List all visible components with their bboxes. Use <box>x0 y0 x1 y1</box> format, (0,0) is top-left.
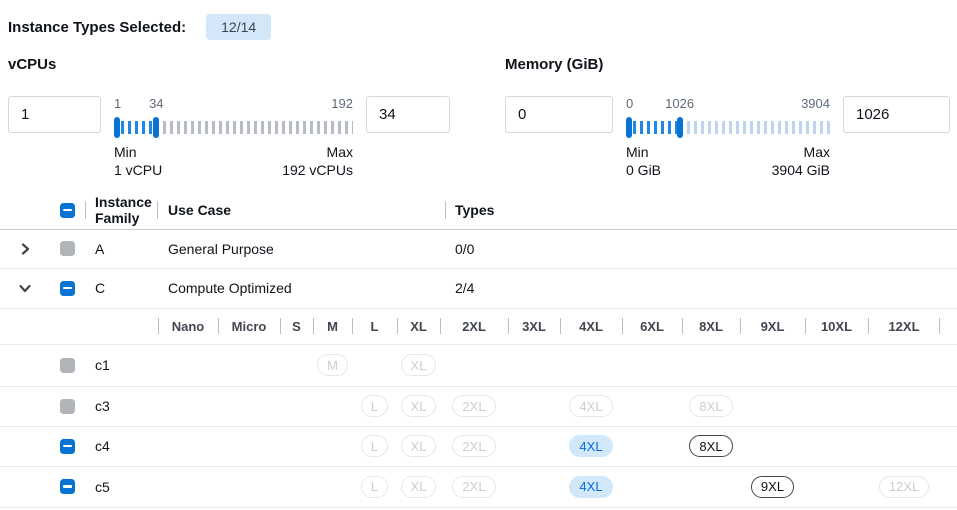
instance-type-name: c4 <box>95 438 110 455</box>
size-pill-12xl: 12XL <box>878 475 930 498</box>
size-pill-8xl: 8XL <box>689 395 733 418</box>
instance-type-name: c3 <box>95 398 110 415</box>
size-pill-xl: XL <box>400 395 437 418</box>
family-name: A <box>95 240 105 257</box>
size-pill-xl: XL <box>400 354 437 377</box>
memory-scale-end: 3904 <box>801 96 830 111</box>
size-column-2xl: 2XL <box>440 309 508 344</box>
size-pill-4xl-selected[interactable]: 4XL <box>569 475 613 498</box>
vcpus-scale-start: 1 <box>114 96 122 111</box>
family-types-count: 2/4 <box>455 280 475 297</box>
collapse-button[interactable] <box>0 280 49 296</box>
memory-min-input[interactable] <box>505 96 613 133</box>
vcpus-max-input[interactable] <box>366 96 450 133</box>
vcpus-min-caption: Min 1 vCPU <box>114 144 163 178</box>
vcpus-filter: vCPUs 1 34 192 Min 1 vCPU <box>8 56 450 180</box>
chevron-right-icon <box>21 243 29 255</box>
use-case-header: Use Case <box>157 192 445 229</box>
size-column-nano: Nano <box>158 309 218 344</box>
table-row-type-c3: c3 L XL 2XL 4XL 8XL <box>0 387 957 427</box>
size-column-l: L <box>352 309 397 344</box>
table-row-type-c1: c1 M XL <box>0 345 957 387</box>
size-pill-2xl: 2XL <box>452 435 496 458</box>
vcpus-min-handle[interactable] <box>114 117 120 138</box>
size-pill-xl: XL <box>400 475 437 498</box>
table-row-type-c4: c4 L XL 2XL 4XL 8XL <box>0 427 957 467</box>
table-row-type-c5: c5 L XL 2XL 4XL 9XL 12XL <box>0 467 957 508</box>
memory-scale-start: 0 <box>626 96 634 111</box>
memory-max-input[interactable] <box>843 96 950 133</box>
memory-scale-current: 1026 <box>665 96 695 111</box>
size-columns-header: Nano Micro S M L XL 2XL 3XL 4XL 6XL 8XL … <box>0 309 957 345</box>
select-all-checkbox[interactable] <box>59 202 75 218</box>
size-column-9xl: 9XL <box>740 309 805 344</box>
family-types-count: 0/0 <box>455 240 475 257</box>
size-column-s: S <box>280 309 313 344</box>
instance-types-table: Instance Family Use Case Types A General… <box>0 192 957 508</box>
memory-max-handle[interactable] <box>676 117 683 138</box>
instance-type-name: c1 <box>95 357 110 374</box>
selection-summary-label: Instance Types Selected: <box>8 18 187 36</box>
size-pill-xl: XL <box>400 435 437 458</box>
family-name: C <box>95 280 106 297</box>
memory-ticks-selected <box>626 121 680 134</box>
size-pill-8xl[interactable]: 8XL <box>689 435 733 458</box>
vcpus-scale-current: 34 <box>149 96 164 111</box>
size-pill-2xl: 2XL <box>452 395 496 418</box>
row-checkbox-disabled <box>59 357 75 373</box>
filters-section: vCPUs 1 34 192 Min 1 vCPU <box>0 56 957 180</box>
vcpus-max-handle[interactable] <box>153 117 160 138</box>
selection-summary: Instance Types Selected: 12/14 <box>0 0 957 40</box>
row-checkbox-disabled <box>59 241 75 257</box>
row-checkbox-disabled <box>59 398 75 414</box>
row-checkbox-indeterminate[interactable] <box>59 438 75 454</box>
vcpus-slider-track <box>114 117 353 138</box>
memory-range-slider: 0 1026 3904 Min 0 GiB Max <box>626 96 830 180</box>
instance-type-name: c5 <box>95 478 110 495</box>
size-column-8xl: 8XL <box>682 309 740 344</box>
size-column-xl: XL <box>397 309 440 344</box>
size-column-4xl: 4XL <box>560 309 622 344</box>
vcpus-min-input[interactable] <box>8 96 101 133</box>
types-header: Types <box>445 192 957 229</box>
selection-count-badge: 12/14 <box>206 14 272 40</box>
table-header-row: Instance Family Use Case Types <box>0 192 957 230</box>
size-pill-l: L <box>360 395 389 418</box>
size-pill-l: L <box>360 475 389 498</box>
expand-button[interactable] <box>0 241 49 257</box>
size-pill-2xl: 2XL <box>452 475 496 498</box>
vcpus-max-caption: Max 192 vCPUs <box>282 144 353 178</box>
memory-filter: Memory (GiB) 0 1026 3904 Min <box>505 56 950 180</box>
row-checkbox-indeterminate[interactable] <box>59 280 75 296</box>
memory-filter-title: Memory (GiB) <box>505 56 604 73</box>
vcpus-scale-end: 192 <box>331 96 353 111</box>
size-column-m: M <box>313 309 352 344</box>
size-pill-4xl: 4XL <box>569 395 613 418</box>
size-pill-9xl[interactable]: 9XL <box>750 475 795 498</box>
vcpus-ticks-selected <box>114 121 157 134</box>
size-column-10xl: 10XL <box>805 309 868 344</box>
instance-family-header: Instance Family <box>85 192 157 229</box>
chevron-down-icon <box>18 285 31 293</box>
memory-slider-track <box>626 117 830 138</box>
table-row-family-a: A General Purpose 0/0 <box>0 230 957 269</box>
size-column-12xl: 12XL <box>868 309 940 344</box>
vcpus-range-slider: 1 34 192 Min 1 vCPU Max <box>114 96 353 180</box>
family-use-case: General Purpose <box>168 240 274 257</box>
memory-ticks-unselected <box>679 121 830 134</box>
row-checkbox-indeterminate[interactable] <box>59 479 75 495</box>
vcpus-ticks-unselected <box>156 121 353 134</box>
size-column-micro: Micro <box>218 309 280 344</box>
size-pill-l: L <box>360 435 389 458</box>
size-pill-4xl-selected[interactable]: 4XL <box>569 435 613 458</box>
table-row-family-c: C Compute Optimized 2/4 <box>0 269 957 309</box>
vcpus-filter-title: vCPUs <box>8 56 57 73</box>
family-use-case: Compute Optimized <box>168 280 292 297</box>
size-column-6xl: 6XL <box>622 309 682 344</box>
memory-min-handle[interactable] <box>626 117 632 138</box>
memory-max-caption: Max 3904 GiB <box>771 144 830 178</box>
memory-min-caption: Min 0 GiB <box>626 144 662 178</box>
size-column-3xl: 3XL <box>508 309 560 344</box>
size-pill-m: M <box>317 354 348 377</box>
